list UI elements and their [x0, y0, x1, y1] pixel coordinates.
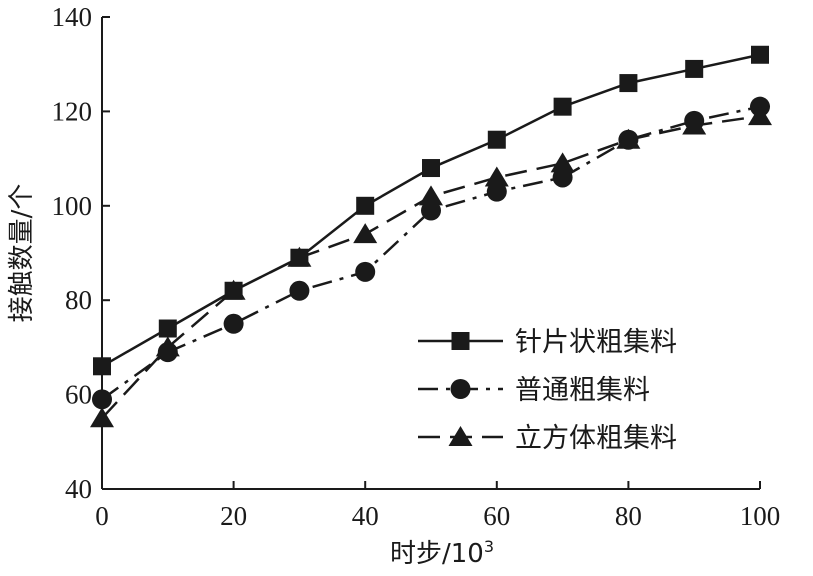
data-point-triangle — [287, 246, 312, 267]
legend-marker-circle — [450, 379, 471, 399]
data-point-square — [685, 59, 704, 78]
data-point-triangle — [419, 185, 443, 206]
data-point-circle — [552, 167, 573, 188]
data-point-triangle — [682, 114, 707, 135]
data-point-square — [356, 196, 375, 215]
y-tick-label: 80 — [65, 285, 92, 315]
data-point-triangle — [484, 166, 509, 187]
x-tick-label: 100 — [740, 501, 781, 531]
x-tick-label: 0 — [95, 501, 109, 531]
y-tick-label: 60 — [65, 380, 92, 410]
y-tick-label: 40 — [65, 474, 92, 504]
data-point-triangle — [748, 105, 772, 126]
legend-label: 针片状粗集料 — [515, 327, 677, 358]
legend-item: 立方体粗集料 — [418, 423, 677, 454]
data-point-triangle — [155, 336, 180, 357]
legend-item: 针片状粗集料 — [418, 327, 677, 358]
data-point-triangle — [616, 128, 641, 149]
data-point-triangle — [550, 152, 575, 173]
ticks: 0 20 40 60 80 100 40 60 80 100 120 140 — [52, 2, 781, 531]
data-point-square — [422, 159, 440, 178]
data-point-triangle — [353, 223, 378, 244]
data-point-circle — [355, 261, 376, 282]
x-tick-label: 80 — [615, 501, 642, 531]
x-axis-title: 时步/103 — [390, 537, 494, 569]
data-point-square — [751, 45, 769, 64]
series-3 — [90, 105, 772, 428]
y-axis-title: 接触数量/个 — [7, 184, 37, 323]
y-tick-label: 100 — [52, 191, 93, 221]
data-point-triangle — [90, 407, 114, 428]
data-point-circle — [223, 313, 244, 334]
axes — [101, 17, 760, 490]
legend-marker-triangle — [448, 426, 473, 446]
y-tick-label: 120 — [52, 96, 93, 126]
legend-label: 普通粗集料 — [515, 375, 650, 406]
data-point-circle — [92, 389, 112, 410]
data-point-square — [487, 130, 506, 149]
legend-item: 普通粗集料 — [418, 375, 650, 406]
series-2 — [92, 96, 770, 410]
legend-marker-square — [451, 332, 470, 350]
data-point-circle — [486, 181, 507, 202]
data-point-square — [619, 74, 638, 93]
series-layer — [90, 45, 772, 428]
series-line — [101, 105, 761, 401]
x-tick-label: 60 — [483, 501, 510, 531]
x-tick-label: 40 — [352, 501, 379, 531]
data-point-square — [158, 319, 177, 338]
y-tick-label: 140 — [52, 2, 93, 32]
x-tick-label: 20 — [220, 501, 247, 531]
data-point-circle — [289, 280, 310, 301]
data-point-square — [93, 357, 111, 376]
data-point-square — [553, 97, 572, 116]
data-point-triangle — [221, 279, 246, 300]
legend-label: 立方体粗集料 — [515, 423, 677, 454]
data-point-circle — [421, 200, 441, 221]
